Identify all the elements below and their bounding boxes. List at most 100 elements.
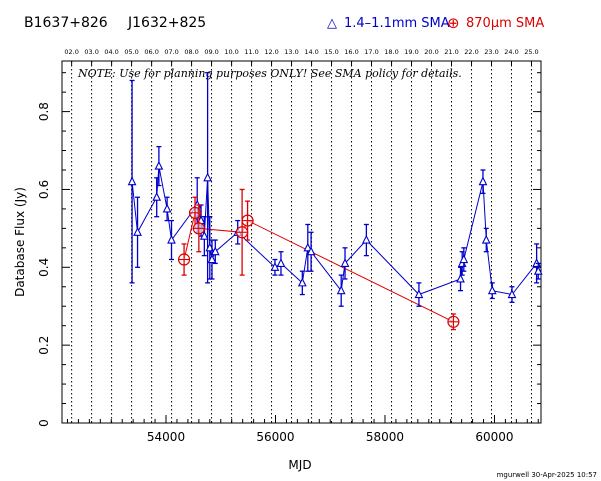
top-year-label: 06.0 xyxy=(144,48,158,56)
red-data-point xyxy=(447,313,460,331)
blue-data-point xyxy=(478,169,488,194)
triangle-marker xyxy=(162,203,172,213)
blue-data-point xyxy=(127,79,137,284)
x-tick-label: 54000 xyxy=(147,430,185,444)
top-year-label: 14.0 xyxy=(304,48,318,56)
top-year-label: 10.0 xyxy=(224,48,238,56)
x-tick-label: 60000 xyxy=(475,430,513,444)
top-year-label: 09.0 xyxy=(204,48,218,56)
triangle-marker xyxy=(207,254,217,264)
y-tick-label: 0.2 xyxy=(37,336,51,355)
triangle-marker xyxy=(478,176,488,186)
triangle-marker xyxy=(487,285,497,295)
plot-frame xyxy=(61,60,542,424)
blue-data-point xyxy=(456,266,465,292)
triangle-marker xyxy=(303,242,313,252)
top-year-label: 24.0 xyxy=(504,48,518,56)
top-year-label: 13.0 xyxy=(284,48,298,56)
y-tick-label: 0 xyxy=(37,419,51,427)
triangle-marker xyxy=(210,246,220,256)
top-year-label: 16.0 xyxy=(344,48,358,56)
triangle-marker xyxy=(133,227,142,236)
series-line xyxy=(131,166,539,296)
top-year-label: 21.0 xyxy=(444,48,458,56)
planning-note: NOTE: Use for planning purposes ONLY! Se… xyxy=(77,67,462,80)
top-year-label: 20.0 xyxy=(424,48,438,56)
top-year-label: 15.0 xyxy=(324,48,338,56)
blue-data-point xyxy=(167,219,176,261)
top-year-label: 12.0 xyxy=(264,48,278,56)
year-grid-lines xyxy=(71,61,532,423)
top-year-label: 22.0 xyxy=(464,48,478,56)
triangle-marker xyxy=(533,265,543,275)
blue-data-point xyxy=(133,196,142,268)
top-year-label: 23.0 xyxy=(484,48,498,56)
series-points xyxy=(127,72,543,331)
red-data-point xyxy=(241,200,254,241)
legend-blue-label: 1.4–1.1mm SMA xyxy=(344,16,450,31)
triangle-marker xyxy=(127,176,137,186)
blue-data-point xyxy=(336,274,346,307)
footer-credit: mgurwell 30-Apr-2025 10:57 xyxy=(497,471,597,479)
x-axis-label: MJD xyxy=(288,458,311,472)
triangle-marker xyxy=(456,273,465,283)
red-data-point xyxy=(177,243,191,276)
triangle-marker xyxy=(152,192,162,201)
blue-data-point xyxy=(297,270,307,296)
blue-data-point xyxy=(459,247,469,272)
legend-red-marker: ⊕ xyxy=(447,14,460,32)
top-year-label: 08.0 xyxy=(184,48,198,56)
y-tick-label: 0.8 xyxy=(37,102,51,121)
top-year-label: 02.0 xyxy=(64,48,78,56)
triangle-marker xyxy=(507,289,517,299)
triangle-marker xyxy=(361,234,371,244)
triangle-marker xyxy=(154,160,164,170)
top-year-label: 18.0 xyxy=(384,48,398,56)
blue-data-point xyxy=(276,251,286,276)
legend-blue-marker: △ xyxy=(327,16,337,31)
triangle-marker xyxy=(167,234,176,244)
top-year-label: 11.0 xyxy=(244,48,258,56)
top-year-label: 04.0 xyxy=(104,48,118,56)
blue-data-point xyxy=(207,239,217,280)
triangle-marker xyxy=(459,254,469,264)
blue-data-point xyxy=(162,196,172,222)
triangle-marker xyxy=(481,234,491,244)
blue-data-point xyxy=(481,227,491,253)
legend-red-label: 870μm SMA xyxy=(466,16,544,31)
blue-data-point xyxy=(306,231,316,272)
x-tick-label: 58000 xyxy=(366,430,404,444)
red-data-point xyxy=(188,196,202,230)
red-data-point xyxy=(236,188,249,276)
series-line xyxy=(183,212,454,323)
top-year-label: 05.0 xyxy=(124,48,138,56)
blue-data-point xyxy=(507,286,517,303)
source-name: B1637+826 xyxy=(24,15,108,31)
triangle-marker xyxy=(203,172,213,182)
y-axis-label: Database Flux (Jy) xyxy=(13,187,27,297)
triangle-marker xyxy=(199,230,209,240)
blue-data-point xyxy=(340,247,350,280)
blue-data-point xyxy=(533,262,543,280)
top-year-label: 03.0 xyxy=(84,48,98,56)
triangle-marker xyxy=(336,285,346,295)
y-tick-label: 0.4 xyxy=(37,258,51,277)
y-tick-label: 0.6 xyxy=(37,180,51,199)
top-year-label: 25.0 xyxy=(524,48,538,56)
x-tick-label: 56000 xyxy=(256,430,294,444)
triangle-marker xyxy=(414,289,424,299)
series-lines xyxy=(131,166,539,323)
top-year-label: 19.0 xyxy=(404,48,418,56)
top-year-label: 07.0 xyxy=(164,48,178,56)
blue-data-point xyxy=(361,223,371,257)
top-year-label: 17.0 xyxy=(364,48,378,56)
blue-data-point xyxy=(154,145,164,187)
triangle-marker xyxy=(340,258,350,267)
triangle-marker xyxy=(276,258,286,267)
axes: 02.0 03.0 04.0 05.0 06.0 07.0 08.0 09.0 10.0 11.0… xyxy=(37,48,541,444)
blue-data-point xyxy=(270,258,280,276)
triangle-marker xyxy=(297,277,307,287)
triangle-marker xyxy=(306,246,316,256)
blue-data-point xyxy=(152,177,162,218)
